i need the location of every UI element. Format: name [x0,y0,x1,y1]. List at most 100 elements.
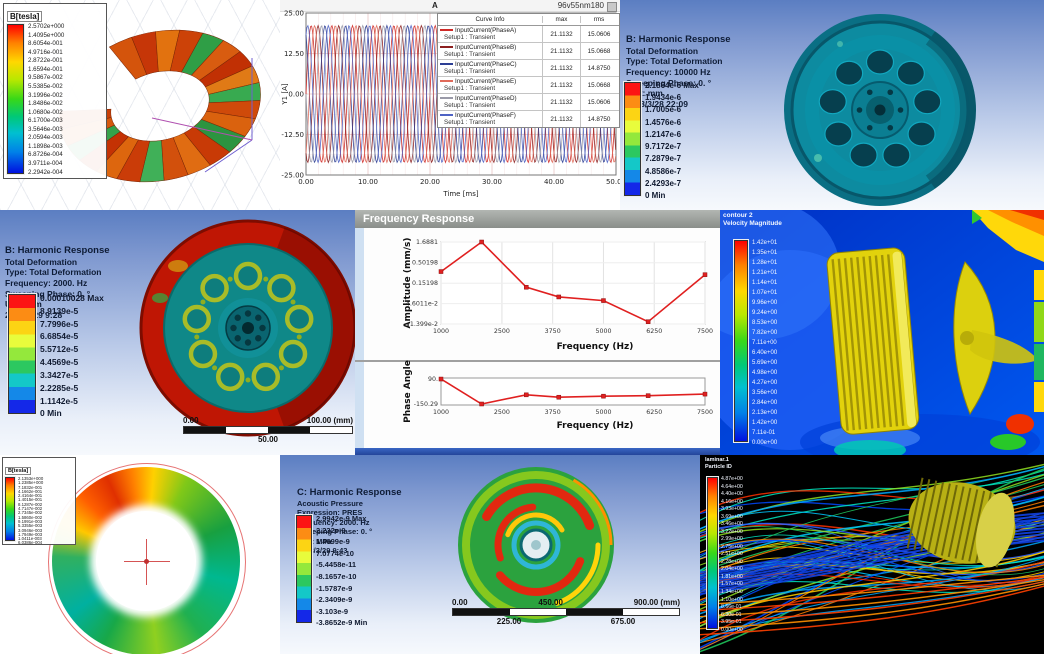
ruler-label-mid: 450.00 [538,598,563,607]
window-titlebar[interactable]: Frequency Response [355,210,720,228]
streamline-legend-title: laminar.1 Particle ID [705,457,732,470]
colorbar-label: 7.11e-01 [752,430,776,436]
colorbar-strip [6,23,25,175]
colorbar-labels: 2.9942e-9 Max 2.232e-9 1.4699e-9 7.0774e-10… [316,515,367,627]
svg-text:10.00: 10.00 [358,178,378,186]
result-header: C: Harmonic Response Acoustic Pressure Exp… [297,459,402,555]
colorbar-label: 1.10e+00 [721,596,743,603]
colorbar-label: 4.16e+00 [721,498,743,505]
colorbar-label: 6.30e-01 [721,611,742,618]
colorbar-label: 6.6854e-5 [40,331,79,342]
colorbar-label: 2.1864e-6 Max [645,81,699,90]
colorbar-label: 1.35e+01 [752,250,778,256]
colorbar-label: 5.69e+00 [752,360,778,366]
colorbar-label: 8.9139e-5 [40,305,79,316]
svg-text:1.6881: 1.6881 [416,239,438,246]
curve-name-cell: InputCurrent(PhaseB) Setup1 : Transient [438,43,543,59]
colorbar-label: 3.9711e-004 [28,160,63,167]
svg-text:5000: 5000 [595,328,611,335]
colorbar-label: 7.7996e-5 [40,318,79,329]
curve-color-swatch [440,113,453,116]
curve-max: 21.1132 [543,26,581,42]
svg-text:30.00: 30.00 [482,178,502,186]
legend-title-line2: Particle ID [705,463,732,470]
colorbar-label: 7.1832e-001 [18,484,43,490]
curve-setup: Setup1 : Transient [444,85,496,93]
colorbar-label: -2.3409e-9 [316,595,353,605]
header-line: Expression: PRES [297,508,363,518]
header-line: Frequency: 2000. Hz [297,517,370,527]
colorbar-label: 4.4569e-5 [40,357,79,368]
colorbar-label: 5.3355e-003 [18,523,43,529]
ruler-label-q3: 675.00 [610,617,636,626]
curve-color-swatch [440,28,453,31]
ruler-label-0: 0.00 [183,416,199,425]
colorbar-label: 5.5385e-002 [28,82,63,90]
colorbar-labels: 2.1353e+000 1.2385e+000 7.1832e-001 4.1662e… [18,476,43,545]
colorbar-label: 3.46e+00 [721,521,743,528]
colorbar-label: 2.8722e-001 [28,57,63,65]
curve-setup: Setup1 : Transient [444,68,496,76]
svg-text:5000: 5000 [595,409,611,416]
legend-title-line2: Velocity Magnitude [723,219,782,227]
colorbar-label: 8.6054e-001 [28,40,63,48]
svg-text:2500: 2500 [494,328,510,335]
curve-color-swatch [440,96,453,99]
panel-harmonic-2000: B: Harmonic Response Total Deformation Typ… [0,210,355,455]
curve-name-cell: InputCurrent(PhaseE) Setup1 : Transient [438,77,543,93]
svg-text:3750: 3750 [545,328,561,335]
cfd-legend-title: contour 2 Velocity Magnitude [723,212,782,228]
colorbar-labels: 2.1864e-6 Max 1.9434e-6 1.7005e-6 1.4576e-6… [645,82,699,200]
colorbar-title: B[tesla] [5,467,32,475]
svg-text:6250: 6250 [646,328,662,335]
colorbar-labels: 4.87e+00 4.64e+00 4.40e+00 4.16e+00 3.93e+00… [721,476,743,633]
colorbar-label: 1.4095e+000 [28,31,65,39]
colorbar-label: 4.7147e-002 [18,506,43,512]
colorbar-label: 3.69e+00 [721,513,743,520]
colorbar-label: 1.7005e-6 [645,105,682,115]
header-line: Type: Total Deformation [626,56,723,67]
curve-table-row: InputCurrent(PhaseA) Setup1 : Transient … [438,26,619,43]
colorbar-label: 2.51e+00 [721,551,743,558]
rotor-outer-outline [48,463,246,654]
colorbar-label: 9.96e+00 [752,300,778,306]
curve-name: InputCurrent(PhaseF) [455,112,516,119]
colorbar-label: 1.42e+00 [752,420,778,426]
curve-rms: 15.0668 [587,81,611,89]
curve-rms: 15.0668 [587,47,611,55]
colorbar-acoustic: 2.9942e-9 Max 2.232e-9 1.4699e-9 7.0774e-10… [295,514,367,627]
header-line: B: Harmonic Response [5,244,110,256]
plot-menu-icon[interactable] [607,2,617,12]
svg-text:Amplitude (mm/s): Amplitude (mm/s) [403,238,413,329]
colorbar-strip [7,293,37,415]
ruler-label-0: 0.00 [452,598,468,607]
colorbar-label: 1.0680e-002 [28,108,63,116]
curve-color-swatch [440,62,453,65]
curve-table-header: Curve Info max rms [438,14,619,26]
curve-setup: Setup1 : Transient [444,34,496,42]
colorbar-strip [295,514,313,624]
colorbar-label: 2.7345e-002 [18,510,43,516]
colorbar-label: 1.7949e-003 [18,531,43,537]
colorbar-label: 3.22e+00 [721,528,743,535]
svg-text:0.15198: 0.15198 [412,280,438,287]
colorbar-label: 1.4699e-9 [316,537,350,547]
panel-cfd-velocity: contour 2 Velocity Magnitude 1.42e+01 1.3… [720,210,1044,455]
curve-color-swatch [440,79,453,82]
colorbar-label: 2.2285e-5 [40,382,79,393]
svg-text:7500: 7500 [697,328,713,335]
header-line: Frequency: 10000 Hz [626,67,711,77]
colorbar-label: 1.0411e-003 [18,536,42,542]
svg-text:90.: 90. [428,376,438,383]
curve-rms: 15.0606 [587,98,611,106]
colorbar-label: 3.3427e-5 [40,369,79,380]
svg-text:Frequency (Hz): Frequency (Hz) [557,421,634,431]
curve-max: 21.1132 [543,77,581,93]
ruler-label-mid: 50.00 [257,435,279,444]
colorbar-label: -8.1657e-10 [316,572,357,582]
panel-harmonic-10000: B: Harmonic Response Total Deformation Typ… [620,0,1044,210]
panel-acoustic-pressure: C: Harmonic Response Acoustic Pressure Exp… [280,455,700,654]
colorbar-label: 3.5646e-003 [28,125,63,133]
result-header: B: Harmonic Response Total Deformation Typ… [626,2,731,110]
svg-text:1000: 1000 [433,328,449,335]
